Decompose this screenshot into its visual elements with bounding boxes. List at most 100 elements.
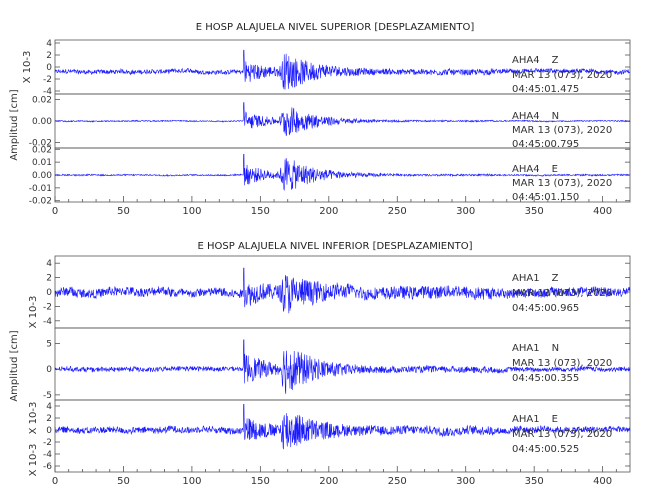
xtick-label: 400 (593, 206, 612, 217)
ytick-label: -0.01 (29, 184, 52, 194)
ytick-label: 0.00 (32, 117, 52, 127)
yticks-lower-z: 4 2 0 -2 -4 (43, 259, 630, 327)
ytick-label: 0 (46, 288, 52, 298)
ytick-label: 0 (46, 63, 52, 73)
xtick-label: 250 (388, 476, 407, 487)
component-lower-z: Z (552, 273, 559, 284)
ytick-label: -4 (43, 317, 52, 327)
ytick-label: -2 (43, 302, 52, 312)
panel-upper: E HOSP ALAJUELA NIVEL SUPERIOR [DESPLAZA… (9, 22, 631, 217)
ytick-label: 4 (46, 402, 52, 412)
ytick-label: 0.02 (32, 95, 52, 105)
ytick-label: -4 (43, 87, 52, 97)
component-upper-z: Z (552, 55, 559, 66)
trace-line-upper-e (54, 153, 631, 191)
trace-line-lower-z (54, 267, 631, 314)
yticks-upper-z: -4 -2 0 2 4 (43, 39, 630, 97)
station-upper-e: AHA4 (512, 164, 540, 175)
ytick-label: 4 (46, 39, 52, 49)
component-lower-e: E (552, 414, 558, 425)
ytick-label: -0.02 (29, 197, 52, 207)
yticks-lower-e: 4 2 0 -2 -4 -6 (43, 402, 630, 472)
ytick-label: -4 (43, 450, 52, 460)
xaxis-lower: 0 50 100 150 200 250 300 350 400 (52, 466, 617, 487)
upper-title: E HOSP ALAJUELA NIVEL SUPERIOR [DESPLAZA… (196, 22, 475, 33)
station-lower-e: AHA1 (512, 414, 540, 425)
component-upper-e: E (552, 164, 558, 175)
trace-lower-n: 5 0 -5 X 10-3 AHA1 N MAR 13 (073), 2020 04:… (28, 327, 631, 435)
ytick-label: -2 (43, 438, 52, 448)
xtick-label: 200 (319, 206, 338, 217)
xtick-label: 0 (52, 206, 58, 217)
ytick-label: -2 (43, 75, 52, 85)
multiplier-lower-n: X 10-3 (28, 402, 39, 435)
lower-title: E HOSP ALAJUELA NIVEL INFERIOR [DESPLAZA… (198, 241, 473, 252)
ytick-label: 2 (46, 414, 52, 424)
multiplier-lower-z: X 10-3 (28, 296, 39, 329)
ytick-label: 4 (46, 259, 52, 269)
station-lower-z: AHA1 (512, 273, 540, 284)
ytick-label: 0.02 (32, 145, 52, 155)
trace-line-lower-n (54, 339, 631, 394)
ytick-label: -6 (43, 462, 52, 472)
xtick-label: 400 (593, 476, 612, 487)
trace-line-lower-e (54, 404, 631, 450)
trace-upper-e: 0.02 0.01 0.00 -0.01 -0.02 AHA4 E MAR 13 (073… (29, 145, 631, 207)
xtick-label: 350 (525, 206, 544, 217)
time-upper-e: 04:45:01.150 (512, 192, 579, 203)
time-lower-n: 04:45:00.355 (512, 373, 579, 384)
time-lower-z: 04:45:00.965 (512, 303, 579, 314)
xtick-label: 150 (251, 476, 270, 487)
multiplier-upper-z: X 10-3 (22, 51, 33, 84)
xtick-label: 50 (117, 206, 130, 217)
xaxis-upper: 0 50 100 150 200 250 300 350 400 (52, 196, 617, 217)
trace-line-upper-z (54, 49, 631, 90)
ytick-label: -0.02 (29, 139, 52, 149)
time-lower-e: 04:45:00.525 (512, 444, 579, 455)
ytick-label: 5 (46, 339, 52, 349)
trace-line-upper-n (54, 102, 631, 137)
upper-ylabel: Amplitud [cm] (9, 89, 20, 160)
ytick-label: 2 (46, 51, 52, 61)
ytick-label: 2 (46, 274, 52, 284)
station-lower-n: AHA1 (512, 343, 540, 354)
station-upper-n: AHA4 (512, 111, 540, 122)
date-upper-e: MAR 13 (073), 2020 (512, 178, 612, 189)
date-lower-n: MAR 13 (073), 2020 (512, 358, 612, 369)
date-lower-z: MAR 13 (073), 2020 (512, 288, 612, 299)
xtick-label: 150 (251, 206, 270, 217)
trace-lower-e: 4 2 0 -2 -4 -6 X 10-3 AHA1 E MAR 13 (073), 202… (28, 399, 631, 476)
xtick-label: 100 (182, 206, 201, 217)
xtick-label: 50 (117, 476, 130, 487)
xtick-label: 300 (456, 476, 475, 487)
ytick-label: -5 (43, 391, 52, 401)
lower-ylabel: Amplitud [cm] (9, 330, 20, 401)
trace-lower-z: 420-2-4 X 10-3 AHA1 Z MAR 13 (073), 2020 … (28, 255, 631, 329)
panel-lower: E HOSP ALAJUELA NIVEL INFERIOR [DESPLAZA… (9, 241, 631, 487)
ytick-label: 0 (46, 426, 52, 436)
xtick-label: 250 (388, 206, 407, 217)
component-upper-n: N (552, 111, 559, 122)
time-upper-n: 04:45:00.795 (512, 139, 579, 150)
xtick-label: 100 (182, 476, 201, 487)
station-upper-z: AHA4 (512, 55, 540, 66)
xtick-label: 350 (525, 476, 544, 487)
date-lower-e: MAR 13 (073), 2020 (512, 429, 612, 440)
ytick-label: 0.00 (32, 171, 52, 181)
xtick-label: 200 (319, 476, 338, 487)
xtick-label: 300 (456, 206, 475, 217)
time-upper-z: 04:45:01.475 (512, 84, 579, 95)
trace-upper-n: 0.02 0.00 -0.02 AHA4 N MAR 13 (073), 2020 0… (29, 93, 631, 150)
ytick-label: 0.01 (32, 158, 52, 168)
xtick-label: 0 (52, 476, 58, 487)
component-lower-n: N (552, 343, 559, 354)
ytick-label: 0 (46, 365, 52, 375)
